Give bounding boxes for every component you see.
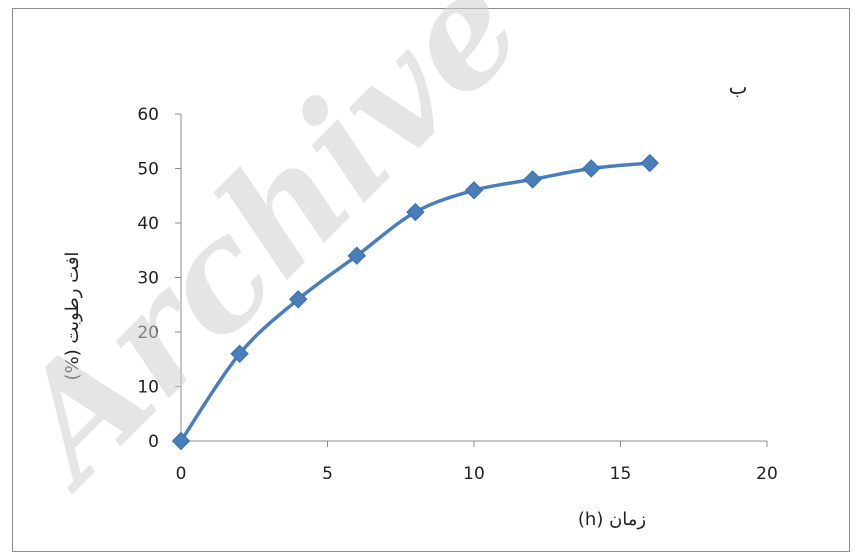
y-tick-label: 30: [137, 269, 159, 289]
data-point-marker: [581, 159, 601, 178]
data-point-marker: [464, 181, 484, 200]
data-point-marker: [288, 290, 308, 309]
chart-frame: [12, 8, 850, 552]
x-tick-label: 10: [463, 464, 485, 484]
data-point-marker: [523, 170, 542, 189]
y-tick-label: 20: [137, 323, 159, 343]
data-point-marker: [230, 344, 249, 364]
y-axis-label: افت رطوبت (%): [62, 252, 83, 381]
x-tick-label: 15: [610, 464, 632, 484]
y-tick-label: 60: [137, 105, 159, 125]
x-tick-label: 0: [176, 464, 187, 484]
y-tick-label: 50: [137, 160, 159, 180]
panel-label: ب: [729, 75, 748, 99]
data-point-marker: [406, 202, 425, 222]
series-layer: [171, 153, 660, 451]
y-tick-label: 10: [137, 378, 159, 398]
data-point-marker: [640, 153, 660, 173]
y-tick-label: 0: [148, 432, 159, 452]
x-tick-label: 5: [322, 464, 333, 484]
x-axis-label: زمان (h): [578, 509, 646, 530]
data-point-marker: [347, 246, 367, 265]
watermark: Archive: [0, 0, 555, 521]
y-tick-label: 40: [137, 214, 159, 234]
y-tick-labels: 0 10 20 30 40 50 60: [137, 105, 159, 452]
x-tick-labels: 0 5 10 15 20: [176, 464, 778, 484]
data-point-marker: [171, 431, 191, 451]
x-tick-label: 20: [756, 464, 778, 484]
